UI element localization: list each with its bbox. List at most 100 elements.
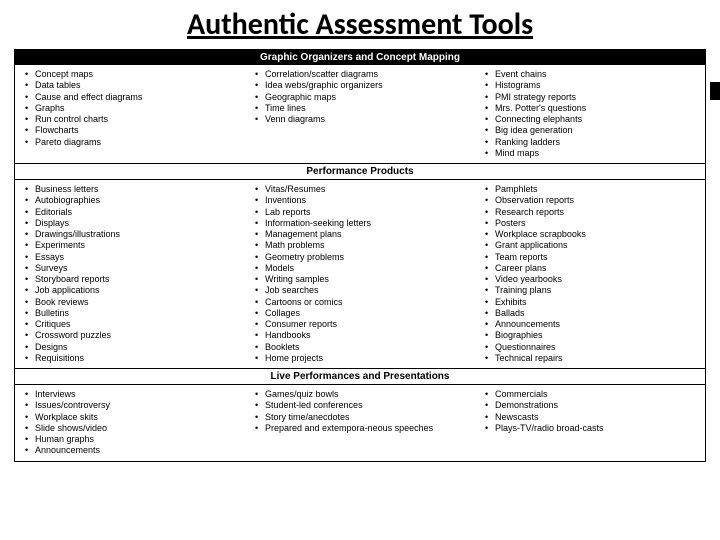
list-item: Displays (25, 218, 239, 229)
list-item: Grant applications (485, 240, 699, 251)
list-item: Home projects (255, 353, 469, 364)
column: Business lettersAutobiographiesEditorial… (15, 180, 245, 368)
column: Event chainsHistogramsPMI strategy repor… (475, 65, 705, 163)
list-item: Correlation/scatter diagrams (255, 69, 469, 80)
section-header: Graphic Organizers and Concept Mapping (15, 50, 705, 65)
list-item: Demonstrations (485, 400, 699, 411)
list-item: Plays-TV/radio broad-casts (485, 423, 699, 434)
list-item: Math problems (255, 240, 469, 251)
item-list: PamphletsObservation reportsResearch rep… (485, 184, 699, 364)
list-item: Workplace scrapbooks (485, 229, 699, 240)
list-item: Technical repairs (485, 353, 699, 364)
column: Correlation/scatter diagramsIdea webs/gr… (245, 65, 475, 163)
list-item: Business letters (25, 184, 239, 195)
list-item: Team reports (485, 252, 699, 263)
list-item: Job applications (25, 285, 239, 296)
assessment-table: Graphic Organizers and Concept Mapping Co… (14, 49, 706, 462)
list-item: Venn diagrams (255, 114, 469, 125)
list-item: Inventions (255, 195, 469, 206)
list-item: Writing samples (255, 274, 469, 285)
list-item: Ballads (485, 308, 699, 319)
item-list: Vitas/ResumesInventionsLab reportsInform… (255, 184, 469, 364)
list-item: Editorials (25, 207, 239, 218)
section-columns: Concept mapsData tablesCause and effect … (15, 65, 705, 163)
side-badge (710, 82, 720, 100)
list-item: Mind maps (485, 148, 699, 159)
item-list: Business lettersAutobiographiesEditorial… (25, 184, 239, 364)
list-item: Designs (25, 342, 239, 353)
list-item: Idea webs/graphic organizers (255, 80, 469, 91)
list-item: Posters (485, 218, 699, 229)
list-item: Experiments (25, 240, 239, 251)
list-item: Collages (255, 308, 469, 319)
list-item: Commercials (485, 389, 699, 400)
list-item: Announcements (25, 445, 239, 456)
list-item: PMI strategy reports (485, 92, 699, 103)
list-item: Ranking ladders (485, 137, 699, 148)
list-item: Student-led conferences (255, 400, 469, 411)
list-item: Event chains (485, 69, 699, 80)
list-item: Bulletins (25, 308, 239, 319)
list-item: Biographies (485, 330, 699, 341)
list-item: Booklets (255, 342, 469, 353)
column: InterviewsIssues/controversyWorkplace sk… (15, 385, 245, 461)
column: PamphletsObservation reportsResearch rep… (475, 180, 705, 368)
list-item: Histograms (485, 80, 699, 91)
list-item: Concept maps (25, 69, 239, 80)
list-item: Models (255, 263, 469, 274)
column: Vitas/ResumesInventionsLab reportsInform… (245, 180, 475, 368)
list-item: Job searches (255, 285, 469, 296)
list-item: Storyboard reports (25, 274, 239, 285)
page-title: Authentic Assessment Tools (0, 0, 720, 45)
list-item: Time lines (255, 103, 469, 114)
list-item: Crossword puzzles (25, 330, 239, 341)
list-item: Handbooks (255, 330, 469, 341)
list-item: Mrs. Potter's questions (485, 103, 699, 114)
item-list: Event chainsHistogramsPMI strategy repor… (485, 69, 699, 159)
list-item: Games/quiz bowls (255, 389, 469, 400)
list-item: Vitas/Resumes (255, 184, 469, 195)
list-item: Flowcharts (25, 125, 239, 136)
section-header: Live Performances and Presentations (15, 368, 705, 385)
list-item: Book reviews (25, 297, 239, 308)
list-item: Story time/anecdotes (255, 412, 469, 423)
list-item: Surveys (25, 263, 239, 274)
list-item: Video yearbooks (485, 274, 699, 285)
column: CommercialsDemonstrationsNewscastsPlays-… (475, 385, 705, 461)
list-item: Cartoons or comics (255, 297, 469, 308)
list-item: Pareto diagrams (25, 137, 239, 148)
list-item: Management plans (255, 229, 469, 240)
list-item: Exhibits (485, 297, 699, 308)
list-item: Announcements (485, 319, 699, 330)
section-header: Performance Products (15, 163, 705, 180)
list-item: Essays (25, 252, 239, 263)
list-item: Critiques (25, 319, 239, 330)
list-item: Geometry problems (255, 252, 469, 263)
item-list: Games/quiz bowlsStudent-led conferencesS… (255, 389, 469, 434)
section-columns: InterviewsIssues/controversyWorkplace sk… (15, 385, 705, 461)
list-item: Information-seeking letters (255, 218, 469, 229)
list-item: Connecting elephants (485, 114, 699, 125)
item-list: InterviewsIssues/controversyWorkplace sk… (25, 389, 239, 457)
list-item: Human graphs (25, 434, 239, 445)
list-item: Pamphlets (485, 184, 699, 195)
list-item: Research reports (485, 207, 699, 218)
item-list: Correlation/scatter diagramsIdea webs/gr… (255, 69, 469, 125)
list-item: Newscasts (485, 412, 699, 423)
list-item: Training plans (485, 285, 699, 296)
column: Games/quiz bowlsStudent-led conferencesS… (245, 385, 475, 461)
item-list: Concept mapsData tablesCause and effect … (25, 69, 239, 148)
list-item: Slide shows/video (25, 423, 239, 434)
list-item: Run control charts (25, 114, 239, 125)
column: Concept mapsData tablesCause and effect … (15, 65, 245, 163)
list-item: Questionnaires (485, 342, 699, 353)
list-item: Lab reports (255, 207, 469, 218)
list-item: Drawings/illustrations (25, 229, 239, 240)
list-item: Geographic maps (255, 92, 469, 103)
item-list: CommercialsDemonstrationsNewscastsPlays-… (485, 389, 699, 434)
list-item: Requisitions (25, 353, 239, 364)
list-item: Observation reports (485, 195, 699, 206)
list-item: Workplace skits (25, 412, 239, 423)
list-item: Prepared and extempora-neous speeches (255, 423, 469, 434)
list-item: Consumer reports (255, 319, 469, 330)
